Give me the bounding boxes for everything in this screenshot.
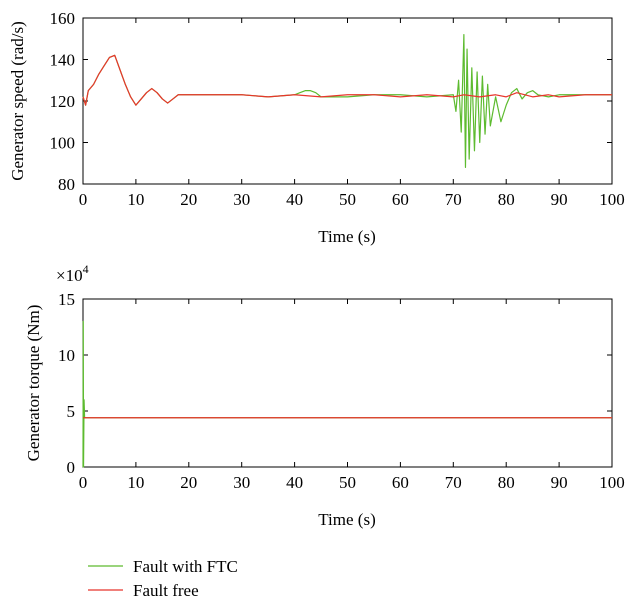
- speed-plot-x-tick-label: 70: [445, 190, 462, 209]
- torque-plot-x-tick-label: 70: [445, 473, 462, 492]
- speed-plot-series-fault-with-ftc: [82, 33, 612, 168]
- speed-plot-x-tick-label: 90: [551, 190, 568, 209]
- torque-plot-x-tick-label: 50: [339, 473, 356, 492]
- torque-plot-x-axis-title: Time (s): [318, 510, 375, 529]
- torque-plot-x-tick-label: 20: [180, 473, 197, 492]
- speed-plot-x-axis-title: Time (s): [318, 227, 375, 246]
- speed-plot-tick-labels: 0 10 20 30 40 50 60 70 80 90 100 80 100 120 140 160: [50, 9, 625, 209]
- speed-plot-x-tick-label: 20: [180, 190, 197, 209]
- legend-label-fault-with-ftc: Fault with FTC: [133, 557, 238, 576]
- speed-plot-x-tick-label: 30: [233, 190, 250, 209]
- torque-plot-x-tick-label: 40: [286, 473, 303, 492]
- torque-plot-x-tick-label: 60: [392, 473, 409, 492]
- torque-plot-y-axis-title: Generator torque (Nm): [24, 305, 43, 462]
- torque-plot-lines: [82, 320, 612, 468]
- torque-plot-x-tick-label: 30: [233, 473, 250, 492]
- speed-plot-y-tick-label: 120: [50, 92, 76, 111]
- torque-plot-y-tick-label: 10: [58, 346, 75, 365]
- speed-plot-y-tick-label: 80: [58, 175, 75, 194]
- speed-plot-lines: [82, 33, 612, 168]
- speed-plot-x-tick-label: 10: [127, 190, 144, 209]
- torque-plot-x-tick-label: 100: [599, 473, 625, 492]
- speed-plot-series-fault-free: [82, 54, 612, 106]
- torque-plot-x-tick-label: 80: [498, 473, 515, 492]
- torque-plot-x-tick-label: 10: [127, 473, 144, 492]
- speed-plot-x-tick-label: 60: [392, 190, 409, 209]
- speed-plot-x-tick-label: 0: [79, 190, 88, 209]
- torque-plot: 0 10 20 30 40 50 60 70 80 90 100 0 5 10 15 ×104 Time (…: [24, 262, 625, 529]
- legend: Fault with FTC Fault free: [88, 557, 238, 600]
- torque-plot-y-multiplier: ×104: [56, 262, 89, 285]
- torque-plot-x-tick-label: 0: [79, 473, 88, 492]
- speed-plot-x-tick-label: 100: [599, 190, 625, 209]
- speed-plot-y-tick-label: 160: [50, 9, 76, 28]
- torque-plot-ticks: [82, 298, 613, 468]
- torque-plot-y-tick-label: 5: [67, 402, 76, 421]
- speed-plot-x-tick-label: 50: [339, 190, 356, 209]
- legend-label-fault-free: Fault free: [133, 581, 199, 600]
- torque-plot-y-tick-label: 15: [58, 290, 75, 309]
- speed-plot-frame: [82, 17, 613, 185]
- torque-plot-tick-labels: 0 10 20 30 40 50 60 70 80 90 100 0 5 10 15: [58, 290, 625, 492]
- speed-plot-ticks: [82, 17, 613, 185]
- speed-plot-x-tick-label: 40: [286, 190, 303, 209]
- torque-plot-series-fault-with-ftc: [82, 320, 612, 468]
- torque-plot-x-tick-label: 90: [551, 473, 568, 492]
- torque-plot-y-multiplier-exponent: 4: [83, 262, 89, 276]
- speed-plot-y-tick-label: 100: [50, 134, 76, 153]
- torque-plot-frame: [82, 298, 613, 468]
- speed-plot-y-axis-title: Generator speed (rad/s): [8, 21, 27, 181]
- speed-plot: 0 10 20 30 40 50 60 70 80 90 100 80 100 120 140 160 Tim…: [8, 9, 625, 246]
- speed-plot-y-tick-label: 140: [50, 51, 76, 70]
- torque-plot-y-multiplier-base: ×10: [56, 266, 83, 285]
- torque-plot-y-tick-label: 0: [67, 458, 76, 477]
- speed-plot-x-tick-label: 80: [498, 190, 515, 209]
